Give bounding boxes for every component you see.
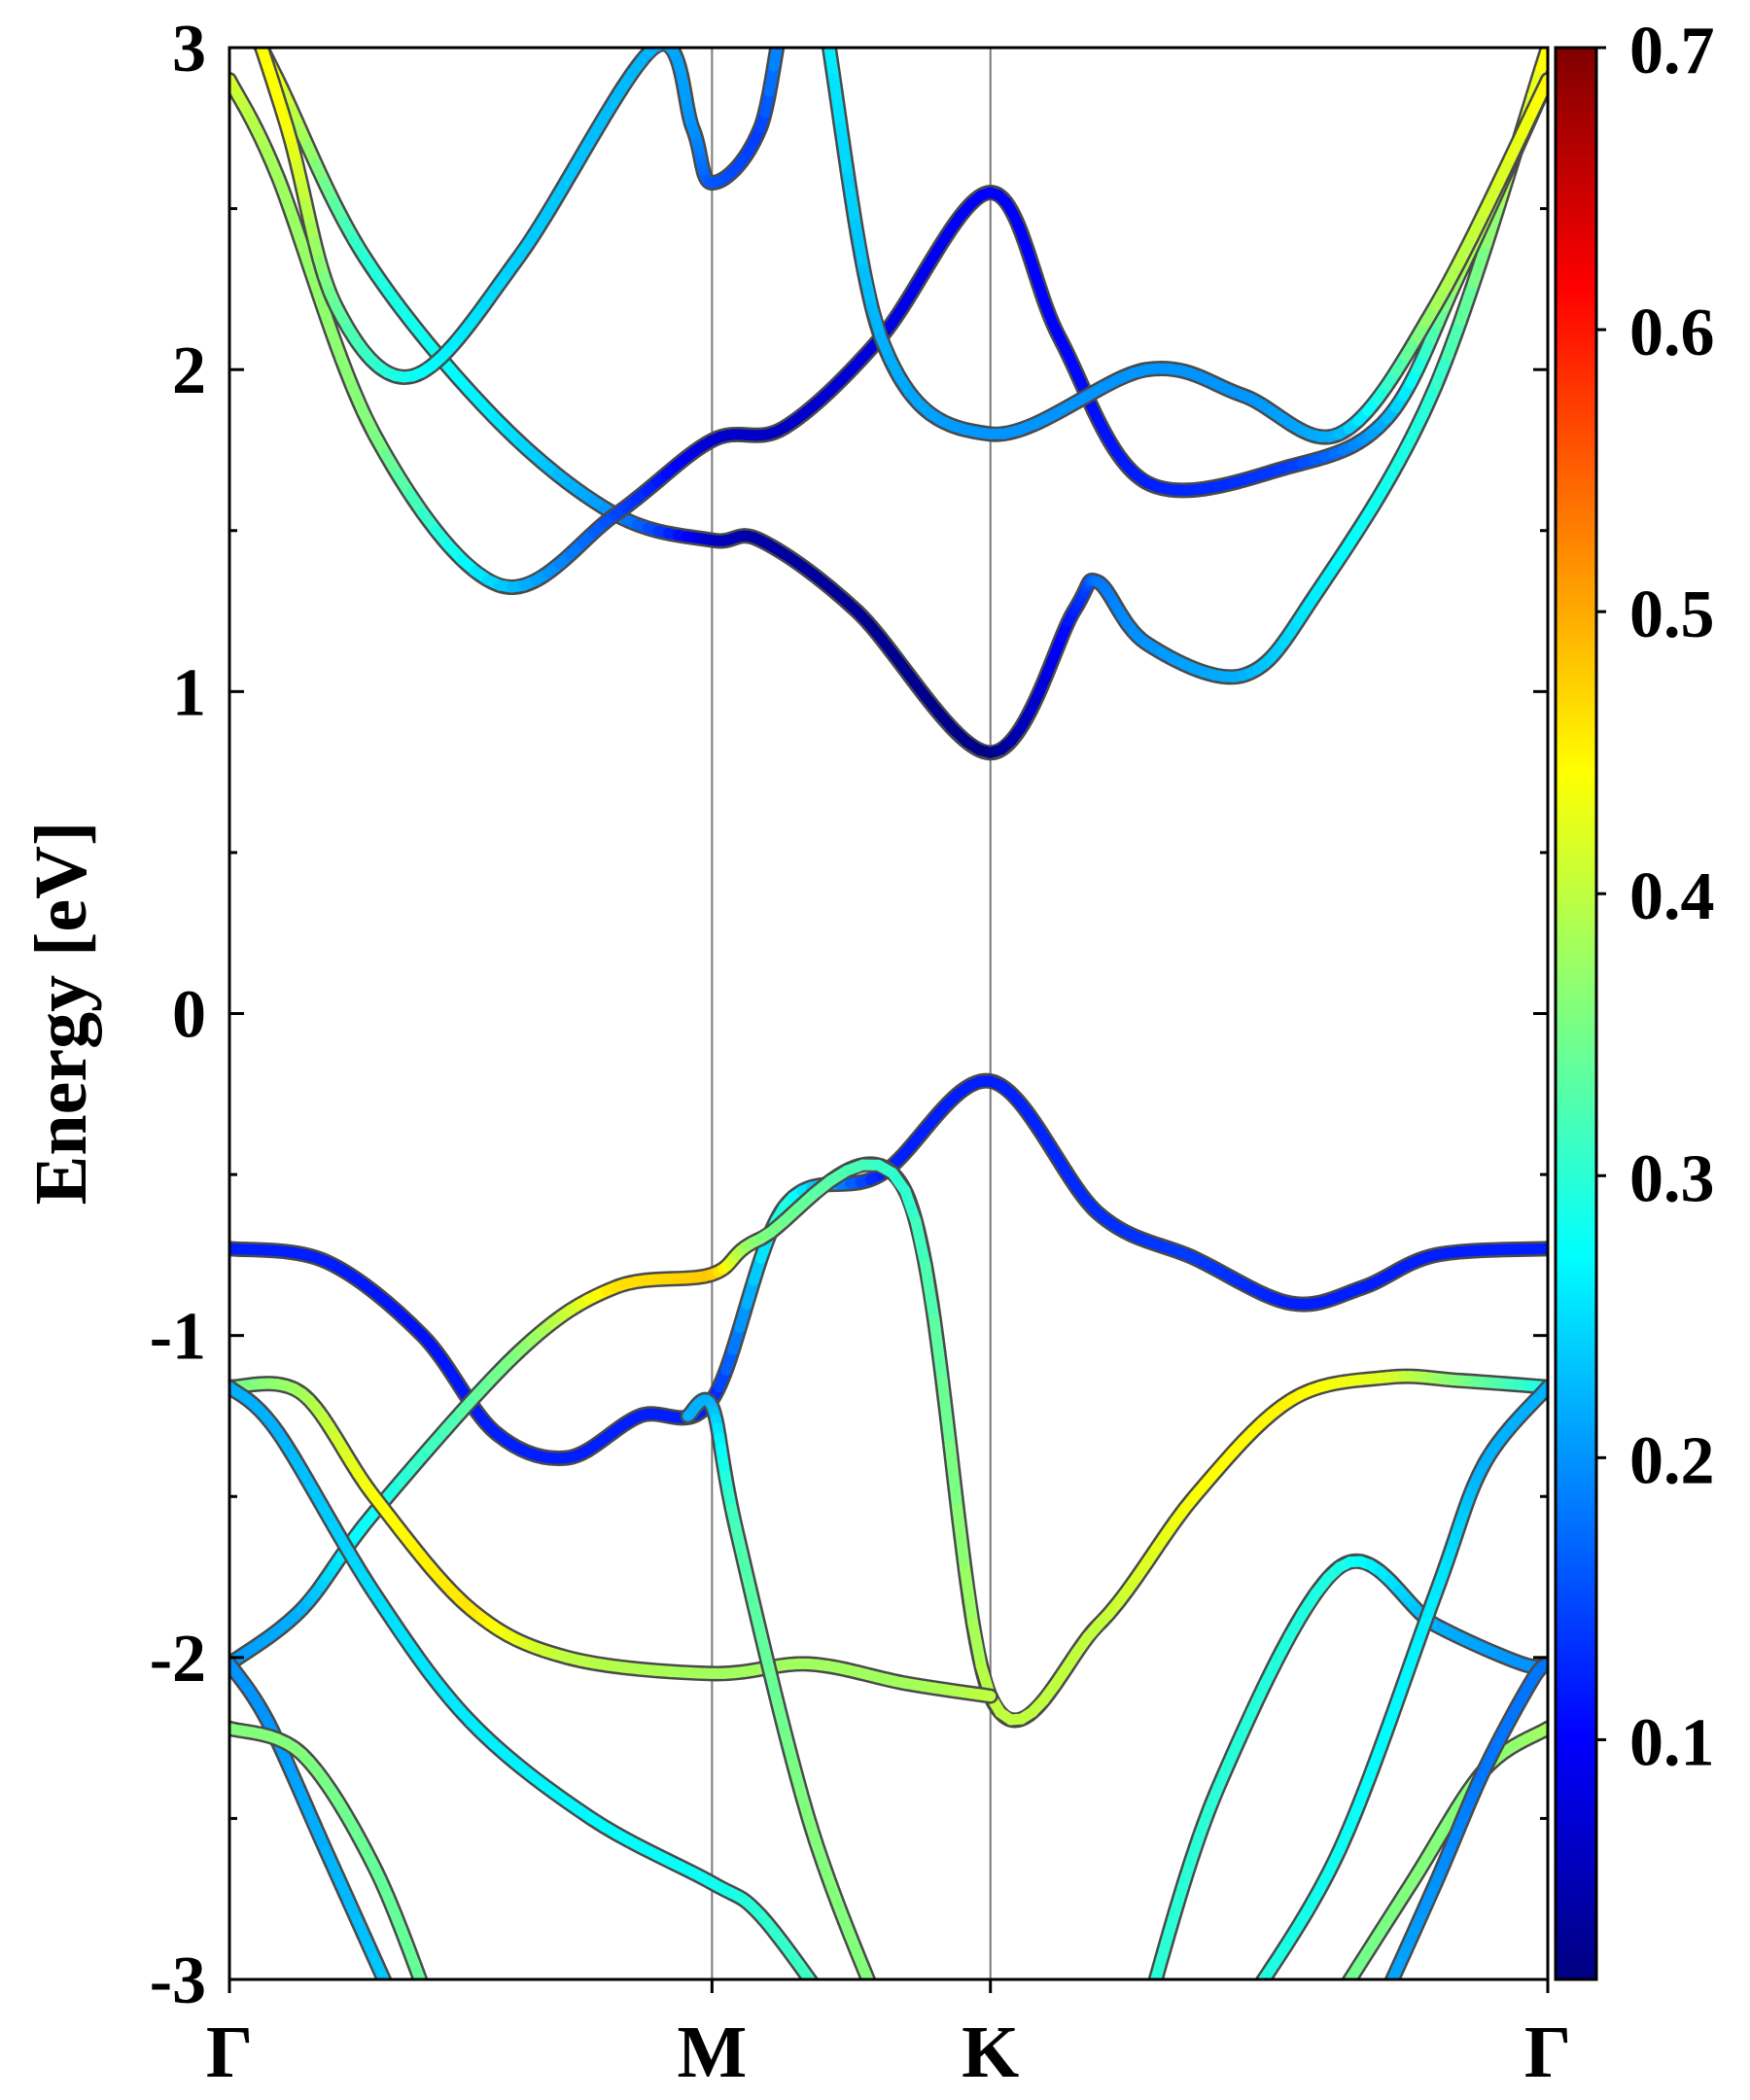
band-cb-third-segment	[779, 12, 784, 39]
y-tick-label: 2	[172, 333, 206, 408]
band-cb-third-segment	[243, 0, 249, 9]
y-tick-label: -2	[150, 1622, 206, 1697]
band-valence-fourth	[229, 1379, 833, 2012]
band-return-b-segment	[1242, 2003, 1248, 2012]
colorbar-tick-label: 0.6	[1629, 296, 1715, 370]
kpoint-label-3: Γ	[1524, 2012, 1571, 2093]
band-cb-third-segment	[256, 48, 268, 54]
band-cb-lowest-segment	[239, 3, 243, 12]
band-valence-fifth-segment	[871, 1987, 877, 2001]
band-cb-third-segment	[858, 263, 878, 314]
band-valence-second-segment	[920, 1260, 940, 1325]
colorbar-tick-label: 0.7	[1629, 14, 1715, 88]
colorbar-tick-label: 0.4	[1629, 859, 1715, 934]
band-valence-fourth-segment	[828, 2006, 833, 2012]
y-axis-label: Energy [eV]	[20, 822, 102, 1206]
band-return-d-segment	[1386, 1977, 1396, 1979]
band-return-a-outline	[1147, 1553, 1548, 1979]
kpoint-label-2: K	[962, 2012, 1019, 2093]
band-return-c-segment	[1330, 2004, 1335, 2012]
band-return-a-segment	[1146, 1998, 1150, 2012]
band-valence-second-segment	[944, 1439, 963, 1515]
band-valence-second-segment	[936, 1375, 956, 1451]
band-cb-third-segment	[828, 73, 847, 133]
band-valence-fifth-segment	[763, 1663, 783, 1707]
band-cb-lowest-segment	[1430, 350, 1453, 392]
y-tick-label: 0	[172, 978, 206, 1053]
y-tick-label: -1	[150, 1300, 206, 1375]
band-cb-third-segment	[850, 219, 869, 275]
band-valence-sixth	[229, 1656, 398, 2012]
band-valence-second-outline	[229, 1156, 1548, 1729]
band-return-a-segment	[1150, 1975, 1161, 1979]
band-lines	[229, 0, 1548, 2012]
band-cb-third-segment	[823, 48, 840, 85]
band-cb-lowest-segment	[243, 11, 248, 20]
band-valence-fifth-segment	[877, 2001, 881, 2012]
band-return-c	[1330, 1720, 1548, 2012]
band-valence-seventh	[229, 1720, 432, 2012]
band-valence-second-segment	[952, 1503, 971, 1575]
band-return-c-segment	[1335, 1994, 1342, 2004]
band-valence-top-outline	[229, 1072, 1548, 1467]
y-tick-label: -3	[150, 1943, 206, 2018]
band-valence-second-segment	[928, 1313, 948, 1386]
colorbar-tick-label: 0.5	[1629, 578, 1715, 652]
band-valence-fifth	[680, 1391, 881, 2012]
band-valence-seventh-segment	[429, 2003, 432, 2012]
band-cb-lowest-segment	[254, 31, 260, 42]
band-cb-lowest-segment	[235, 0, 239, 3]
y-axis-ticks: -3 -2 -1 0 1 2 3	[150, 12, 1548, 2018]
band-valence-second	[229, 1156, 1548, 1729]
colorbar-tick-label: 0.3	[1629, 1141, 1715, 1216]
band-return-b	[1242, 1379, 1548, 2012]
band-valence-fourth-outline	[229, 1379, 820, 1979]
band-valence-sixth-segment	[394, 2002, 398, 2012]
kpoint-label-0: Γ	[206, 2012, 253, 2093]
band-valence-third-segment	[980, 1690, 997, 1702]
colorbar	[1554, 46, 1598, 1981]
band-cb-third-segment	[768, 48, 783, 72]
band-return-b-segment	[1248, 1991, 1256, 2003]
band-cb-third-segment	[249, 9, 256, 28]
band-cb-third-segment	[657, 48, 674, 52]
band-valence-fourth-segment	[822, 1998, 828, 2006]
kpoint-label-1: M	[677, 2012, 747, 2093]
band-valence-fifth-outline	[680, 1391, 877, 1979]
band-cb-lowest-segment	[248, 20, 253, 31]
band-valence-second-segment	[910, 1215, 931, 1272]
band-valence-second-segment	[899, 1185, 922, 1227]
band-valence-sixth-segment	[375, 1969, 390, 1979]
band-return-c-segment	[1344, 1977, 1353, 1979]
band-return-d	[1378, 1656, 1548, 2012]
band-cb-lowest-segment	[1468, 237, 1492, 289]
band-cb-third-segment	[783, 0, 788, 12]
band-valence-fifth-segment	[771, 1696, 791, 1739]
band-cb-third-segment	[835, 122, 854, 183]
band-return-a	[1146, 1553, 1548, 2012]
band-cb-third	[243, 0, 1548, 445]
band-valence-second-segment	[967, 1617, 987, 1672]
band-valence-sixth-segment	[388, 1989, 394, 2002]
band-return-d-segment	[1378, 2004, 1382, 2012]
band-return-d-segment	[1382, 1994, 1386, 2004]
colorbar-tick-label: 0.1	[1629, 1705, 1715, 1780]
colorbar-tick-label: 0.2	[1629, 1423, 1715, 1498]
band-valence-seventh-segment	[425, 1991, 429, 2003]
band-valence-fourth-segment	[816, 1988, 822, 1998]
kpoint-lines	[711, 48, 992, 1979]
colorbar-ticks: 0.1 0.2 0.3 0.4 0.5 0.6 0.7	[1596, 14, 1715, 1780]
band-cb-third-segment	[821, 0, 827, 35]
band-valence-third	[229, 1376, 998, 1704]
band-valence-second-segment	[960, 1563, 979, 1628]
y-tick-label: 1	[172, 655, 206, 730]
band-cb-lowest-segment	[1442, 315, 1466, 362]
band-valence-fifth-segment	[755, 1631, 775, 1675]
band-cb-lowest-segment	[1454, 277, 1480, 327]
y-tick-label: 3	[172, 12, 206, 87]
band-valence-top	[229, 1072, 1548, 1467]
band-cb-third-segment	[842, 171, 861, 230]
